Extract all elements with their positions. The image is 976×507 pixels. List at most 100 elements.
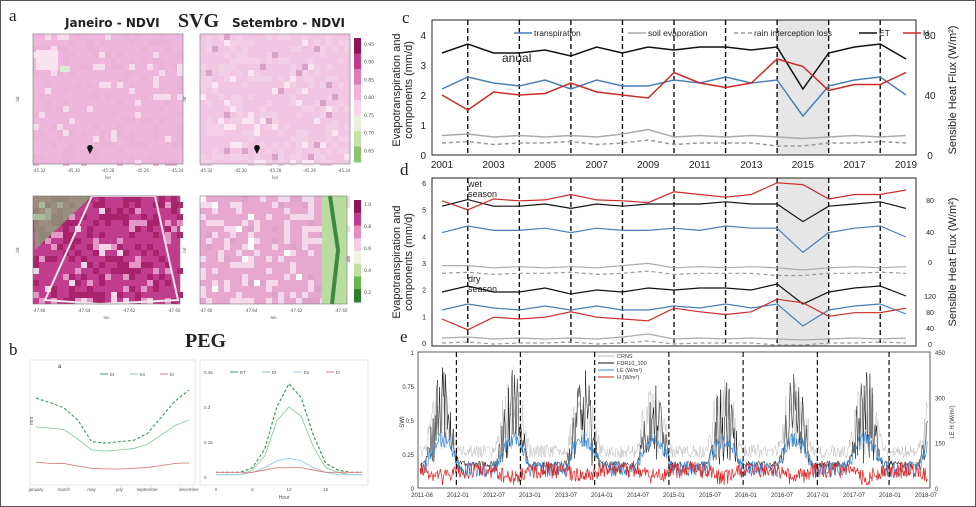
map-pixel: [69, 244, 75, 250]
map-pixel: [93, 64, 99, 70]
map-pixel: [242, 148, 248, 154]
map-pixel: [87, 292, 93, 298]
colorbar-swatch: [354, 115, 361, 132]
map-pixel: [242, 280, 248, 286]
map-pixel: [123, 118, 129, 124]
map-pixel: [338, 58, 344, 64]
drought-shading: [777, 20, 829, 155]
map-jan-peg-x-tick: -47.64: [78, 308, 91, 313]
map-pixel: [242, 58, 248, 64]
map-pixel: [314, 226, 320, 232]
map-pixel: [218, 256, 224, 262]
map-pixel: [171, 64, 177, 70]
colorbar-tick: 0.75: [364, 113, 374, 119]
map-pixel: [200, 292, 206, 298]
series-Es: [35, 419, 190, 452]
map-sep-svg-lon-label: lon: [272, 175, 279, 180]
map-pixel: [105, 244, 111, 250]
map-pixel: [141, 118, 147, 124]
map-pixel: [278, 88, 284, 94]
map-pixel: [147, 40, 153, 46]
map-pixel: [242, 82, 248, 88]
map-pixel: [242, 52, 248, 58]
map-pixel: [326, 124, 332, 130]
map-pixel: [308, 220, 314, 226]
map-pixel: [159, 58, 165, 64]
legend-label: Es: [304, 370, 310, 375]
map-pixel: [206, 124, 212, 130]
map-pixel: [105, 220, 111, 226]
series-ET: [441, 43, 907, 91]
map-green-patch: [60, 66, 70, 72]
map-pixel: [224, 256, 230, 262]
map-pixel: [332, 94, 338, 100]
legend-label: Ei: [170, 372, 174, 377]
map-pixel: [314, 70, 320, 76]
legend-label: Et: [272, 370, 277, 375]
map-pixel: [266, 298, 272, 304]
map-pixel: [105, 142, 111, 148]
map-pixel: [117, 250, 123, 256]
map-pixel: [332, 118, 338, 124]
map-pixel: [320, 154, 326, 160]
map-pixel: [290, 82, 296, 88]
wet-series-transpiration: [441, 225, 907, 254]
wet-series-H: [441, 182, 907, 211]
map-pixel: [69, 142, 75, 148]
y-axis-label: Evapotranspiration and: [391, 205, 403, 318]
y-tick-label: 6: [422, 181, 426, 188]
legend-label: Es: [140, 372, 146, 377]
map-pixel: [278, 298, 284, 304]
map-pixel: [326, 76, 332, 82]
map-pixel: [302, 130, 308, 136]
y-tick-label: 0: [420, 151, 426, 162]
map-pixel: [69, 256, 75, 262]
map-pixel: [135, 292, 141, 298]
map-pixel: [111, 292, 117, 298]
map-pixel: [129, 262, 135, 268]
map-pixel: [159, 88, 165, 94]
map-sep-svg: [200, 34, 350, 166]
map-pixel: [69, 280, 75, 286]
map-pixel: [165, 262, 171, 268]
map-pixel: [105, 52, 111, 58]
map-pixel: [230, 142, 236, 148]
x-tick-label: 2011-08: [411, 493, 433, 499]
y-tick-label: 1: [411, 351, 415, 357]
map-pixel: [39, 112, 45, 118]
map-pixel: [51, 232, 57, 238]
colorbar-swatch: [354, 84, 361, 101]
map-pixel: [302, 196, 308, 202]
map-pixel: [81, 64, 87, 70]
map-jan-svg-x-tick: -45.32: [33, 168, 46, 173]
map-pixel: [105, 208, 111, 214]
map-title-september: Setembro - NDVI: [232, 16, 346, 30]
map-pixel: [93, 238, 99, 244]
map-pixel: [117, 208, 123, 214]
map-pixel: [266, 118, 272, 124]
map-pixel: [302, 142, 308, 148]
map-pixel: [57, 46, 63, 52]
map-pixel: [320, 106, 326, 112]
map-pixel: [51, 46, 57, 52]
map-pixel: [177, 136, 183, 142]
map-pixel: [153, 124, 159, 130]
map-pixel: [129, 274, 135, 280]
map-pixel: [230, 202, 236, 208]
map-pixel: [260, 142, 266, 148]
map-pixel: [87, 244, 93, 250]
map-pixel: [230, 106, 236, 112]
map-pixel: [63, 160, 69, 166]
map-pixel: [165, 232, 171, 238]
map-pixel: [135, 160, 141, 166]
map-pixel: [129, 40, 135, 46]
map-pixel: [242, 196, 248, 202]
map-pixel: [326, 40, 332, 46]
map-pixel: [135, 100, 141, 106]
x-tick-label: january: [28, 487, 45, 492]
map-pixel: [117, 124, 123, 130]
map-pixel: [290, 100, 296, 106]
map-pixel: [290, 94, 296, 100]
map-pixel: [33, 124, 39, 130]
map-pixel: [344, 136, 350, 142]
